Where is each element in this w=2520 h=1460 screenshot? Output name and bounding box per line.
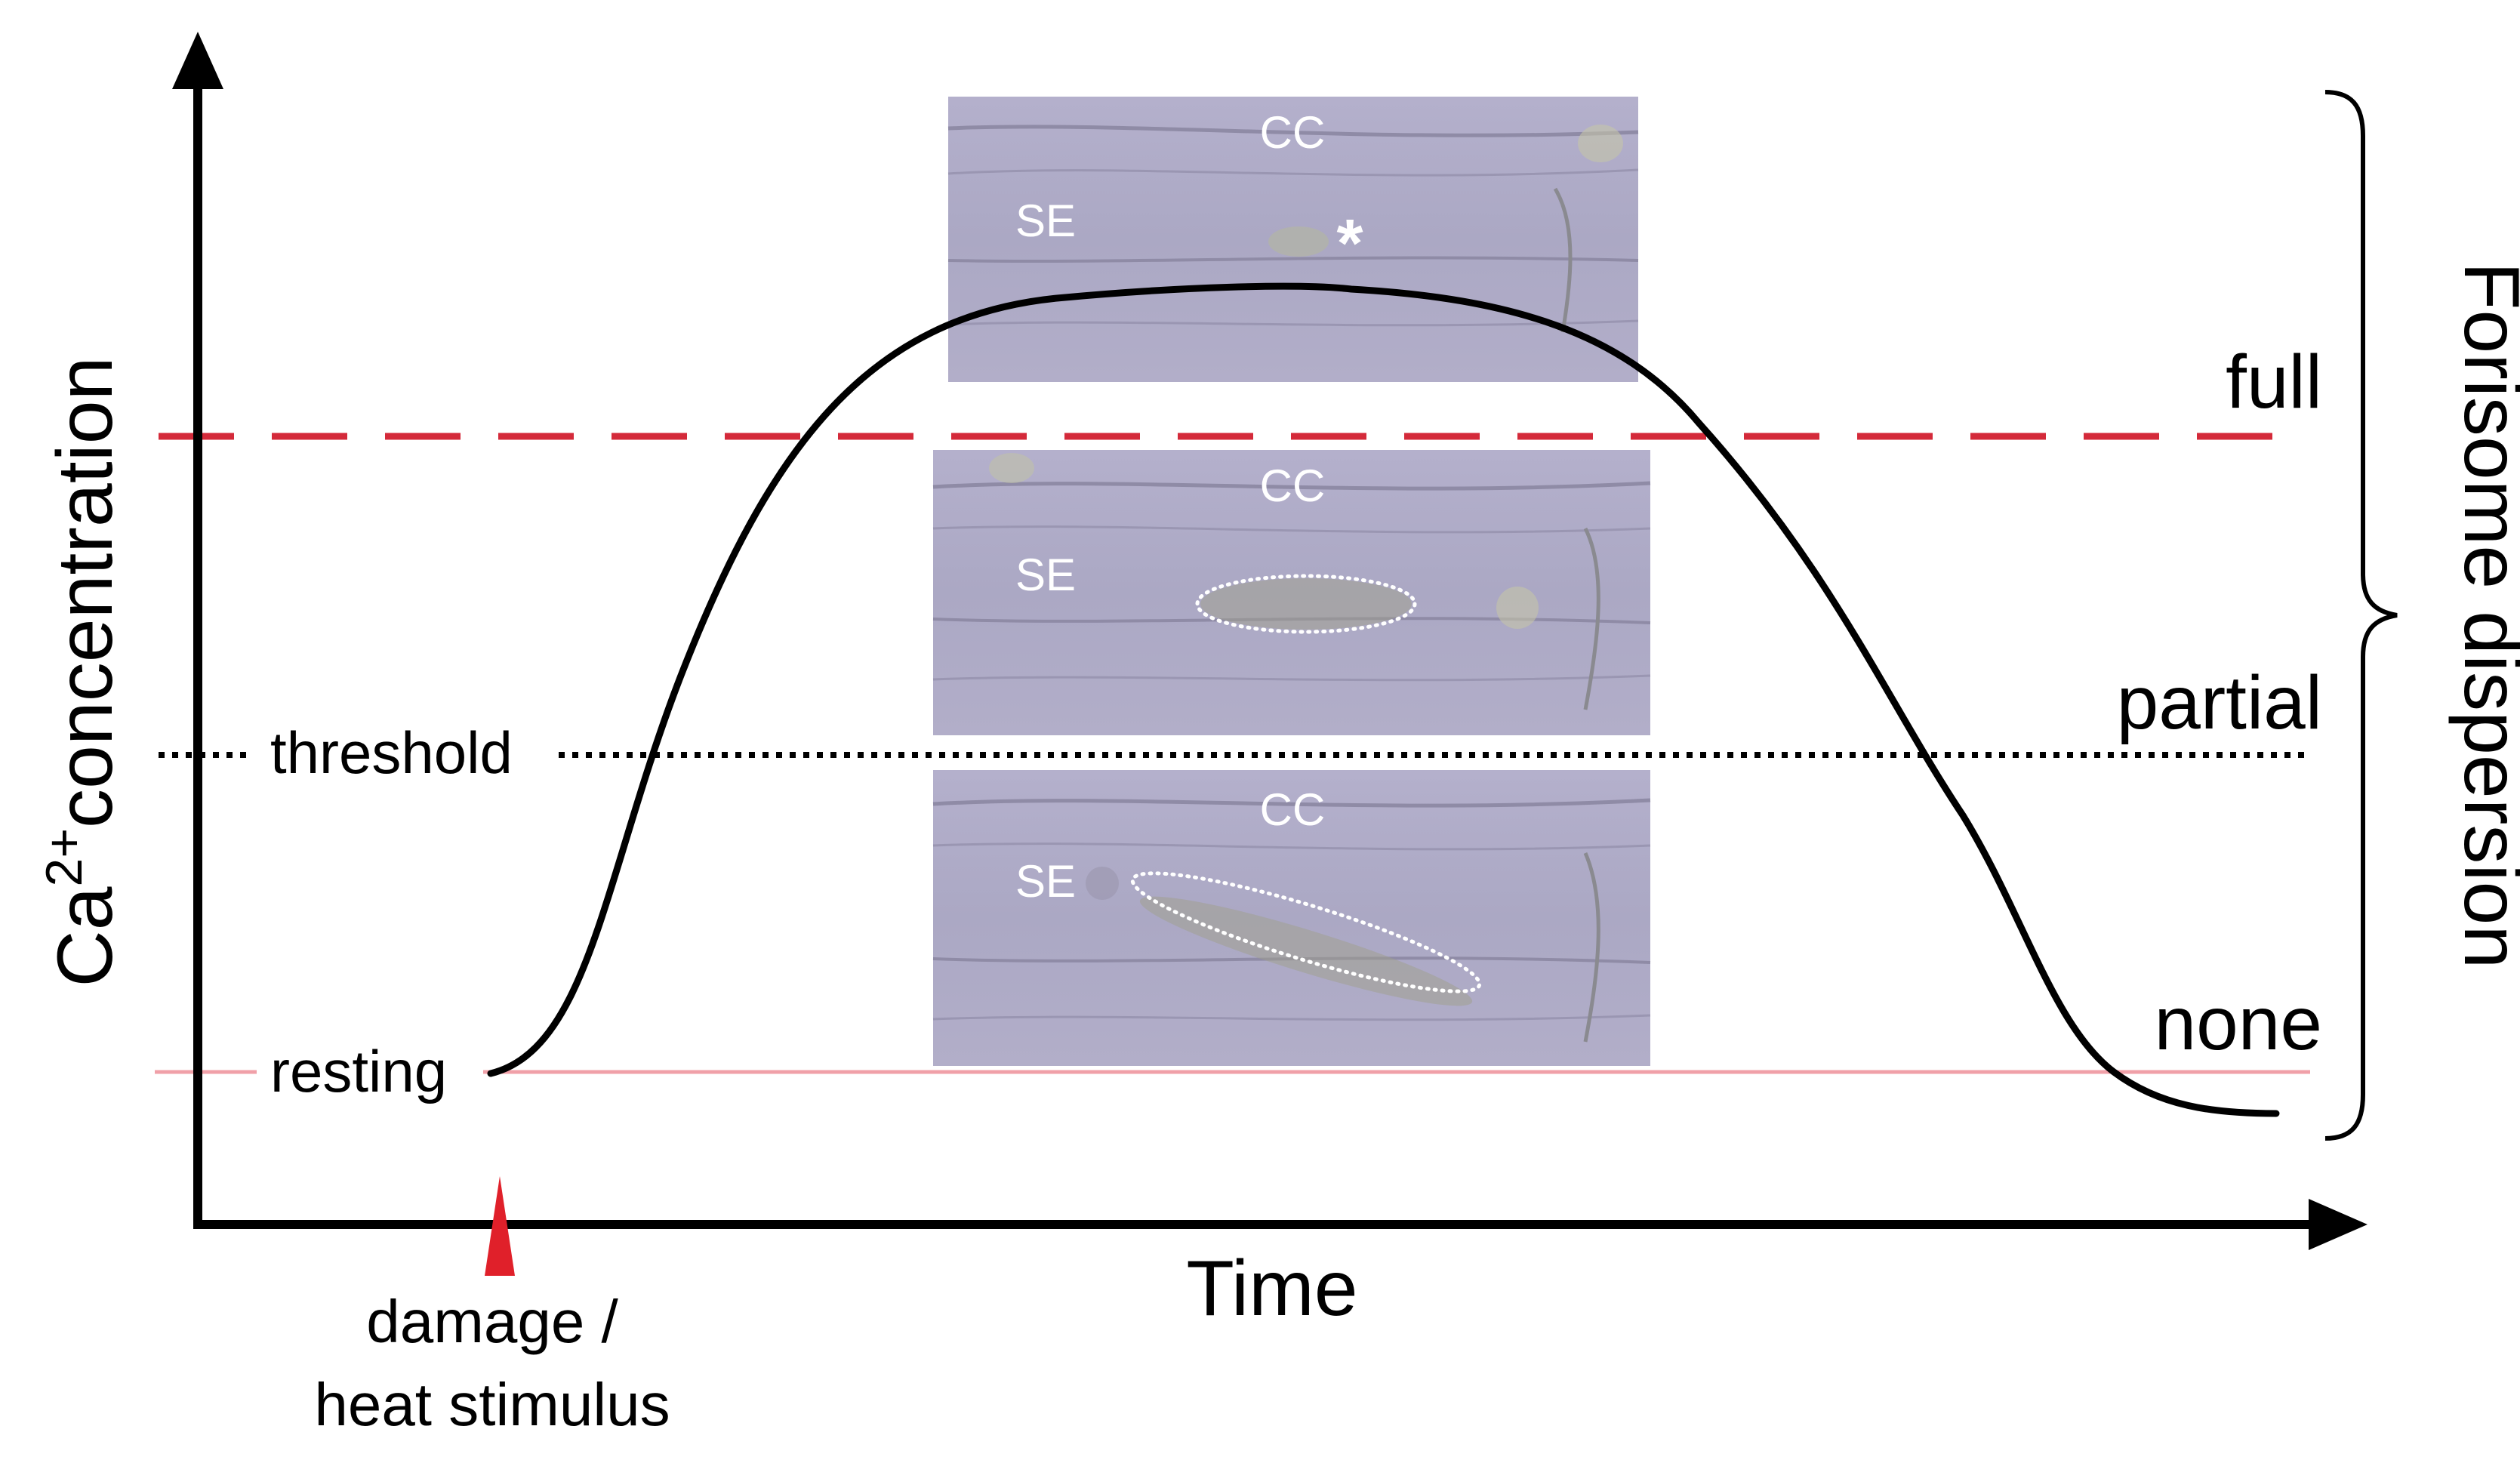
- full-dispersion-label: full: [2226, 340, 2322, 424]
- asterisk-marker: *: [1336, 206, 1363, 282]
- micrograph-cc-label: CC: [1260, 460, 1326, 511]
- y-axis-arrowhead: [172, 32, 223, 89]
- x-axis-arrowhead: [2309, 1199, 2368, 1250]
- dispersion-outline: [1195, 574, 1417, 634]
- resting-label: resting: [270, 1038, 447, 1104]
- micrograph-full: CC SE *: [947, 97, 1639, 382]
- forisome-dispersion-label: Forisome dispersion: [2448, 262, 2520, 969]
- stimulus-label-line2: heat stimulus: [314, 1371, 670, 1438]
- threshold-label: threshold: [270, 719, 513, 786]
- y-axis-label: Ca2+concentration: [35, 357, 129, 987]
- micrograph-cc-label: CC: [1260, 107, 1326, 158]
- micrograph-se-label: SE: [1015, 856, 1076, 907]
- stimulus-marker: [485, 1176, 515, 1276]
- micrograph-se-label: SE: [1015, 550, 1076, 600]
- x-axis-label: Time: [1186, 1245, 1357, 1332]
- micrograph-cc-label: CC: [1260, 784, 1326, 835]
- micrograph-none: CC SE: [932, 770, 1651, 1066]
- partial-dispersion-label: partial: [2117, 661, 2322, 745]
- dispersion-brace: [2324, 90, 2398, 1141]
- no-dispersion-label: none: [2155, 981, 2322, 1066]
- stimulus-label-line1: damage /: [366, 1288, 618, 1355]
- dispersion-outline: [1130, 871, 1482, 993]
- calcium-concentration-curve: [487, 282, 2280, 1117]
- micrograph-se-label: SE: [1015, 196, 1076, 246]
- micrograph-partial: CC SE: [932, 450, 1651, 735]
